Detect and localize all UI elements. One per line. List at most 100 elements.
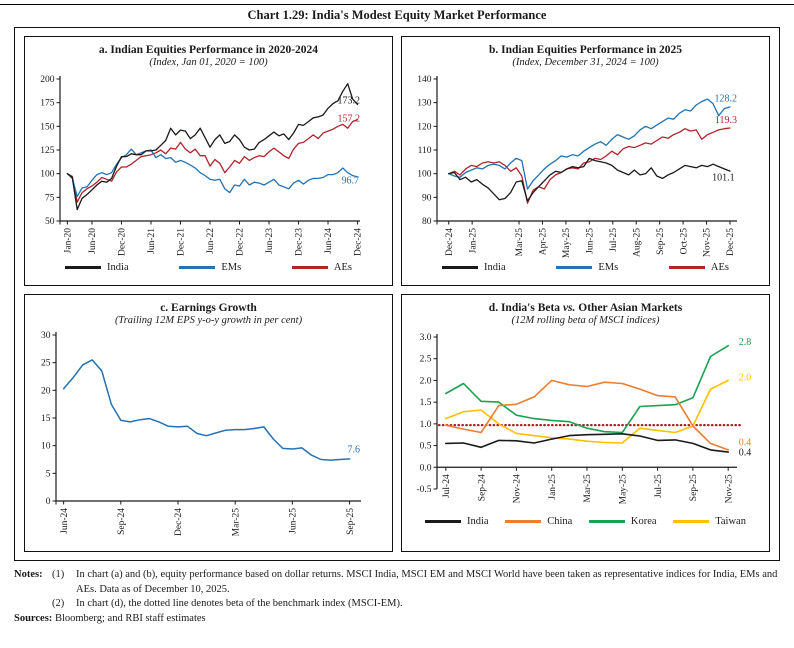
svg-text:Jan-20: Jan-20 bbox=[64, 228, 74, 254]
svg-text:1.5: 1.5 bbox=[420, 398, 432, 408]
panel-b: b. Indian Equities Performance in 2025 (… bbox=[401, 36, 770, 286]
svg-text:Dec-20: Dec-20 bbox=[118, 228, 128, 256]
svg-text:2.0: 2.0 bbox=[739, 372, 752, 383]
svg-text:Sep-25: Sep-25 bbox=[689, 474, 699, 501]
page-title: Chart 1.29: India's Modest Equity Market… bbox=[247, 8, 547, 22]
svg-text:2.5: 2.5 bbox=[420, 355, 432, 365]
legend-swatch-aes bbox=[668, 266, 705, 269]
svg-text:Nov-25: Nov-25 bbox=[724, 474, 734, 503]
svg-text:Jan-25: Jan-25 bbox=[548, 474, 558, 500]
svg-text:30: 30 bbox=[41, 331, 51, 341]
chart-a-canvas: 50 75 100 125 150 175 200 Jan-20 Jun-20 Dec-20 Jun… bbox=[40, 75, 364, 256]
svg-text:Dec-24: Dec-24 bbox=[354, 228, 364, 256]
svg-text:15: 15 bbox=[41, 414, 51, 424]
svg-text:Mar-25: Mar-25 bbox=[515, 228, 525, 257]
svg-text:Oct-25: Oct-25 bbox=[679, 228, 689, 255]
svg-text:175: 175 bbox=[40, 99, 55, 109]
svg-text:Dec-24: Dec-24 bbox=[174, 508, 184, 536]
top-divider bbox=[0, 4, 794, 5]
svg-text:Mar-25: Mar-25 bbox=[231, 508, 241, 537]
legend-item-ems: EMs bbox=[179, 262, 241, 273]
legend-swatch-china bbox=[505, 520, 542, 523]
notes-block: Notes: (1) In chart (a) and (b), equity … bbox=[14, 568, 780, 627]
svg-text:110: 110 bbox=[418, 146, 432, 156]
panel-d-title-vs: vs. bbox=[562, 302, 576, 314]
panel-d-subtitle: (12M rolling beta of MSCI indices) bbox=[511, 315, 660, 327]
panel-d-title-post: Other Asian Markets bbox=[575, 302, 683, 314]
legend-label-india: India bbox=[467, 515, 489, 527]
svg-text:Nov-25: Nov-25 bbox=[703, 228, 713, 257]
svg-text:0.4: 0.4 bbox=[739, 438, 752, 449]
legend-a: India EMs AEs bbox=[40, 262, 378, 273]
legend-label-aes: AEs bbox=[333, 261, 352, 273]
svg-text:Sep-25: Sep-25 bbox=[656, 228, 666, 255]
legend-item-india: India bbox=[425, 516, 489, 527]
svg-text:Nov-24: Nov-24 bbox=[513, 474, 523, 503]
note-1: Notes: (1) In chart (a) and (b), equity … bbox=[14, 568, 780, 597]
panel-a-subtitle: (Index, Jan 01, 2020 = 100) bbox=[149, 57, 268, 69]
sources-label: Sources: bbox=[14, 613, 53, 625]
svg-text:20: 20 bbox=[41, 386, 51, 396]
svg-text:Sep-24: Sep-24 bbox=[477, 474, 487, 501]
svg-text:Mar-25: Mar-25 bbox=[583, 474, 593, 503]
svg-text:Dec-22: Dec-22 bbox=[236, 228, 246, 256]
legend-swatch-korea bbox=[588, 520, 625, 523]
svg-text:Jul-25: Jul-25 bbox=[609, 228, 619, 252]
legend-item-taiwan: Taiwan bbox=[673, 516, 746, 527]
panel-a-title: a. Indian Equities Performance in 2020-2… bbox=[98, 44, 319, 56]
svg-text:Dec-24: Dec-24 bbox=[445, 228, 455, 256]
svg-text:May-25: May-25 bbox=[562, 228, 572, 258]
legend-item-india: India bbox=[442, 262, 506, 273]
legend-swatch-ems bbox=[556, 266, 593, 269]
legend-d: India China Korea Taiwan bbox=[417, 516, 755, 527]
svg-text:0.4: 0.4 bbox=[739, 448, 752, 459]
svg-text:80: 80 bbox=[422, 217, 432, 227]
legend-item-korea: Korea bbox=[588, 515, 657, 527]
chart-outer-frame: a. Indian Equities Performance in 2020-2… bbox=[14, 27, 780, 561]
legend-swatch-taiwan bbox=[673, 520, 710, 523]
note-2: (2) In chart (d), the dotted line denote… bbox=[14, 597, 780, 612]
svg-text:75: 75 bbox=[45, 193, 55, 203]
legend-item-china: China bbox=[505, 516, 572, 527]
svg-text:7.6: 7.6 bbox=[348, 444, 361, 455]
panel-d: d. India's Beta vs. Other Asian Markets … bbox=[401, 294, 770, 552]
svg-text:3.0: 3.0 bbox=[420, 333, 432, 343]
legend-swatch-india bbox=[65, 266, 102, 269]
svg-text:140: 140 bbox=[417, 75, 432, 85]
panel-d-title-pre: d. India's Beta bbox=[488, 302, 563, 314]
svg-text:10: 10 bbox=[41, 442, 51, 452]
legend-label-korea: Korea bbox=[630, 515, 657, 527]
svg-text:1.0: 1.0 bbox=[420, 420, 432, 430]
svg-text:0.0: 0.0 bbox=[420, 463, 432, 473]
legend-item-aes: AEs bbox=[291, 261, 352, 273]
legend-label-taiwan: Taiwan bbox=[715, 515, 746, 527]
svg-text:Jul-24: Jul-24 bbox=[442, 474, 452, 498]
svg-text:96.7: 96.7 bbox=[342, 176, 360, 187]
svg-text:101.1: 101.1 bbox=[712, 172, 735, 183]
legend-label-china: China bbox=[547, 515, 573, 527]
svg-text:Jul-25: Jul-25 bbox=[654, 474, 664, 498]
legend-label-aes: AEs bbox=[710, 261, 729, 273]
notes-label: Notes: bbox=[14, 569, 43, 580]
svg-text:50: 50 bbox=[45, 217, 55, 227]
svg-text:Dec-25: Dec-25 bbox=[726, 228, 736, 256]
note-1-text: In chart (a) and (b), equity performance… bbox=[76, 569, 778, 595]
svg-text:Jun-24: Jun-24 bbox=[60, 508, 70, 534]
svg-text:Sep-24: Sep-24 bbox=[117, 508, 127, 535]
legend-item-ems: EMs bbox=[556, 262, 618, 273]
svg-text:Jun-24: Jun-24 bbox=[324, 228, 334, 254]
svg-text:100: 100 bbox=[417, 170, 432, 180]
svg-text:Sep-25: Sep-25 bbox=[346, 508, 356, 535]
sources-text: Bloomberg; and RBI staff estimates bbox=[54, 613, 206, 625]
panel-d-title: d. India's Beta vs. Other Asian Markets bbox=[489, 301, 682, 315]
svg-text:125: 125 bbox=[40, 146, 55, 156]
panel-c: c. Earnings Growth (Trailing 12M EPS y-o… bbox=[24, 294, 393, 552]
svg-text:Dec-23: Dec-23 bbox=[295, 228, 305, 256]
svg-text:150: 150 bbox=[40, 122, 55, 132]
legend-item-aes: AEs bbox=[668, 261, 729, 273]
legend-swatch-india bbox=[425, 520, 461, 523]
panel-grid: a. Indian Equities Performance in 2020-2… bbox=[24, 36, 770, 552]
svg-text:128.2: 128.2 bbox=[715, 93, 738, 104]
note-2-text: In chart (d), the dotted line denotes be… bbox=[76, 598, 403, 610]
note-1-number: (1) bbox=[52, 569, 65, 580]
